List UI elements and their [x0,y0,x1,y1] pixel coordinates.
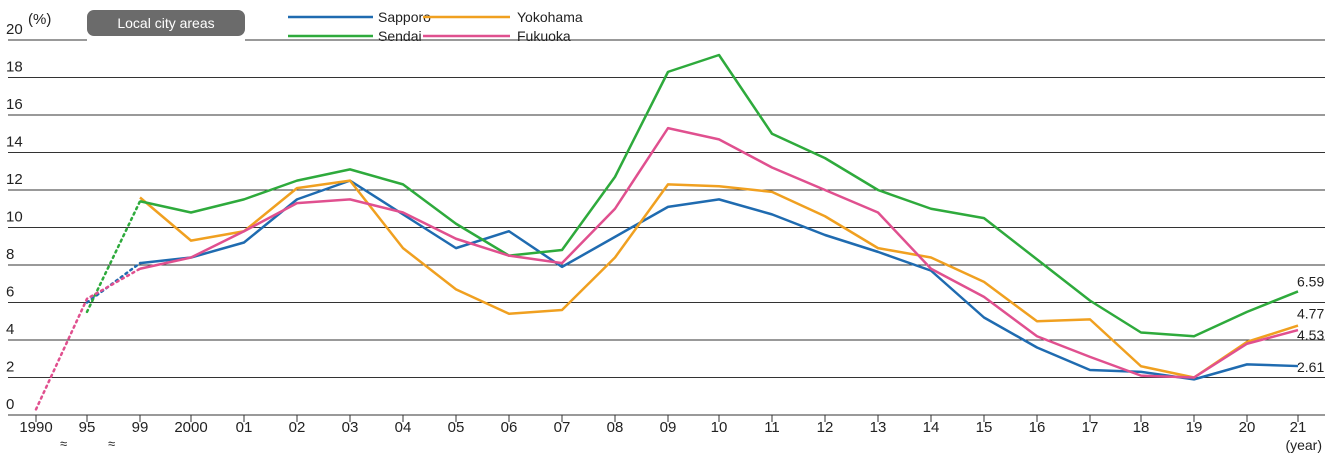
x-tick-label: 20 [1239,419,1256,436]
x-tick-label: 99 [132,419,149,436]
x-tick-label: 02 [289,419,306,436]
x-tick-label: 12 [817,419,834,436]
series-line-fukuoka-dotted [34,267,142,411]
y-tick-label: 12 [6,171,23,188]
series-line-sapporo [139,179,1299,381]
y-tick-label: 16 [6,96,23,113]
legend: Sapporo Yokohama Sendai Fukuoka [288,9,583,44]
x-unit-label: (year) [1285,437,1322,453]
end-label-sendai: 6.59 [1297,273,1324,289]
x-tick-label: 95 [79,419,96,436]
y-tick-label: 14 [6,134,23,151]
series-line-sendai-dotted [85,200,142,314]
x-tick-label: 04 [395,419,412,436]
x-tick-label: 09 [660,419,677,436]
x-tick-label: 06 [501,419,518,436]
y-tick-label: 20 [6,21,23,38]
x-tick-label: 1990 [19,419,52,436]
x-tick-label: 17 [1082,419,1099,436]
y-unit-label: (%) [28,11,51,28]
x-tick-label: 08 [607,419,624,436]
legend-label-sendai: Sendai [378,28,422,44]
series-line-fukuoka [139,126,1299,379]
x-tick-label: 07 [554,419,571,436]
badge-background [87,10,245,36]
end-label-yokohama: 4.77 [1297,306,1324,322]
y-tick-label: 4 [6,321,14,338]
region-badge: Local city areas [87,10,245,36]
legend-label-fukuoka: Fukuoka [517,28,571,44]
x-tick-label: 2000 [174,419,207,436]
end-labels: 6.59 4.77 4.53 2.61 [1297,273,1324,375]
axis-break-mark: ≈ [60,436,67,451]
legend-label-sapporo: Sapporo [378,9,431,25]
x-tick-label: 01 [236,419,253,436]
axis-break-marks: ≈ ≈ [60,436,115,451]
end-label-sapporo: 2.61 [1297,359,1324,375]
y-tick-label: 0 [6,396,14,413]
x-tick-label: 05 [448,419,465,436]
x-tick-label: 19 [1186,419,1203,436]
legend-label-yokohama: Yokohama [517,9,583,25]
x-tick-label: 18 [1133,419,1150,436]
x-tick-label: 21 [1290,419,1307,436]
x-tick-label: 16 [1029,419,1046,436]
x-tick-label: 11 [764,419,780,436]
y-tick-label: 6 [6,284,14,301]
grid [8,39,1325,416]
x-tick-label: 03 [342,419,359,436]
series-line-sendai [139,53,1299,338]
series-lines [34,53,1299,411]
axis-break-mark: ≈ [108,436,115,451]
y-axis: 0 2 4 6 8 10 12 14 16 18 20 [6,21,23,413]
y-tick-label: 2 [6,359,14,376]
x-tick-label: 15 [976,419,993,436]
badge-label: Local city areas [117,15,214,31]
x-tick-label: 14 [923,419,940,436]
x-tick-label: 10 [711,419,728,436]
x-tick-label: 13 [870,419,887,436]
y-tick-label: 8 [6,246,14,263]
y-tick-label: 10 [6,209,23,226]
x-axis: 1990 95 99 2000 01 02 03 04 05 06 07 08 09 10 11 12 13 14… [19,415,1306,436]
end-label-fukuoka: 4.53 [1297,327,1324,343]
series-line-yokohama [139,179,1299,379]
y-tick-label: 18 [6,59,23,76]
